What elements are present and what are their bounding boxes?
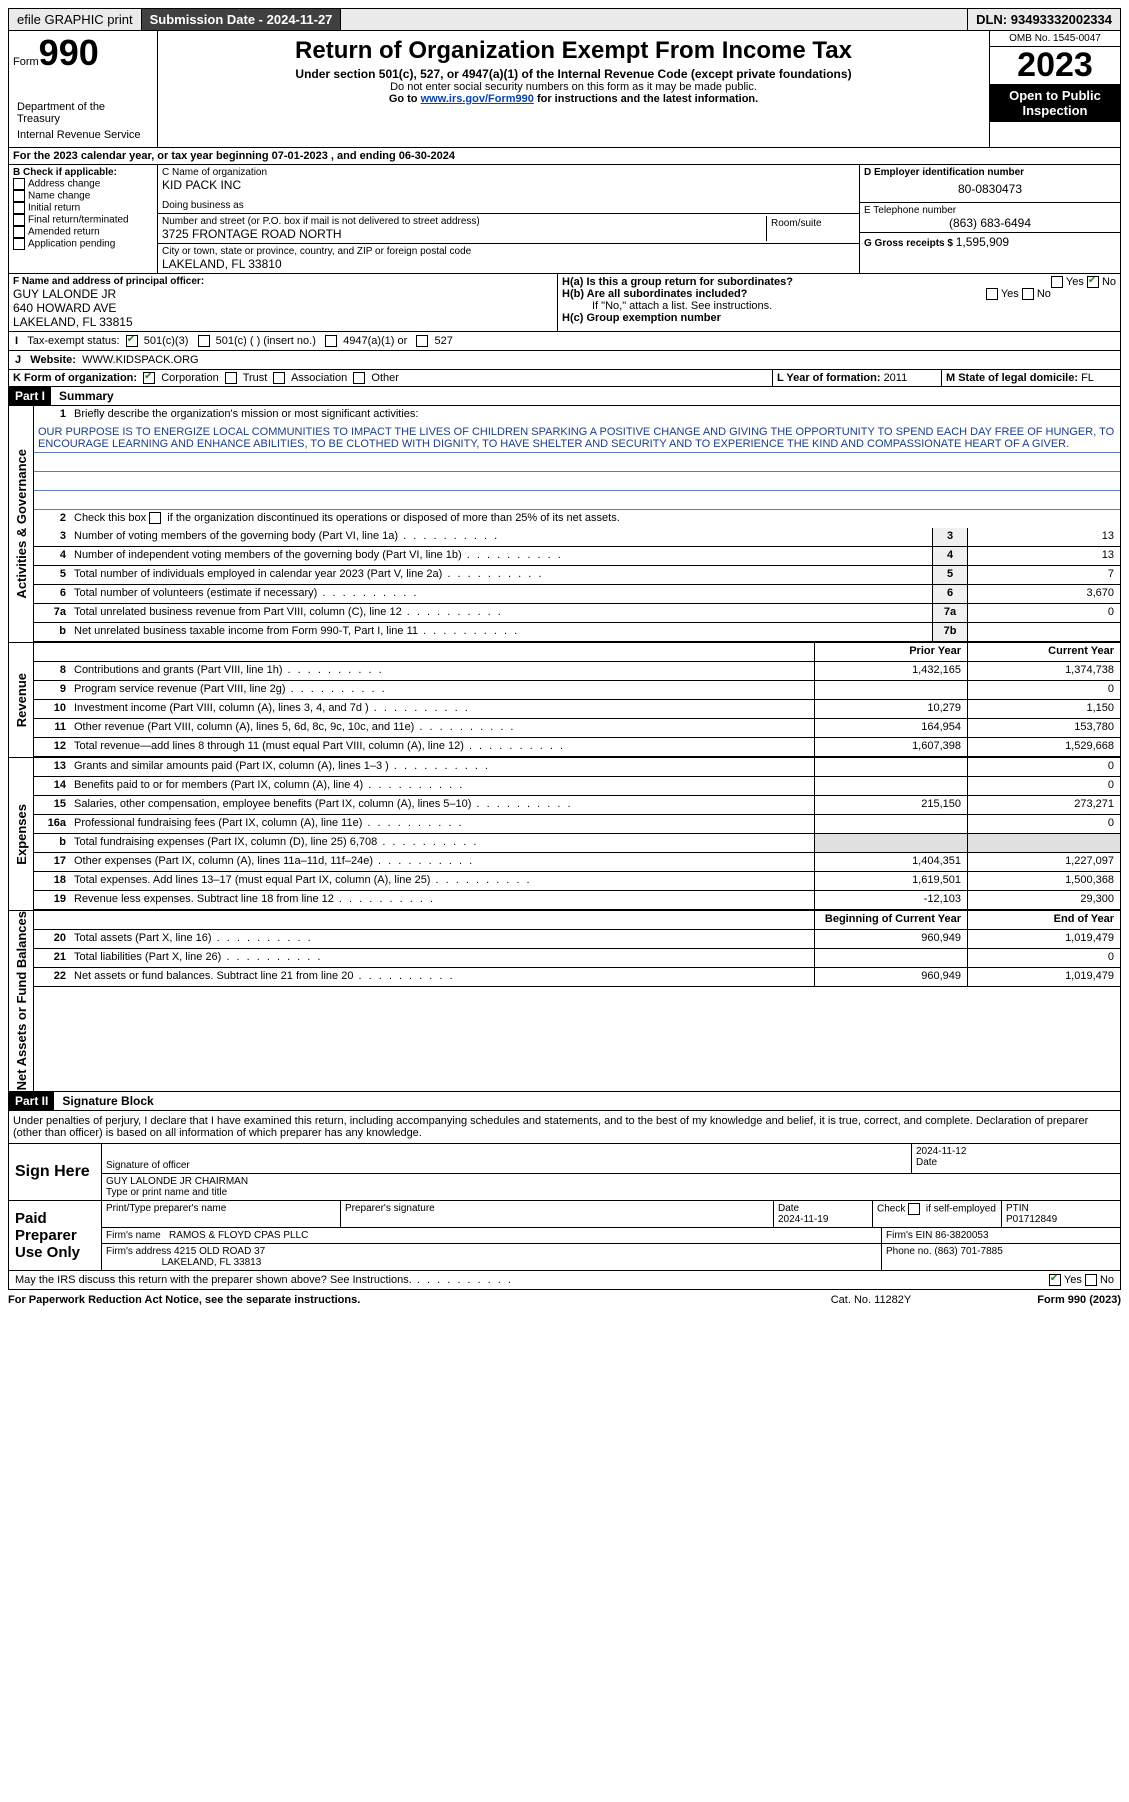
- dln: DLN: 93493332002334: [967, 9, 1120, 30]
- summary-row: 7aTotal unrelated business revenue from …: [34, 604, 1120, 623]
- line-a: For the 2023 calendar year, or tax year …: [8, 148, 1121, 165]
- box-d-e-g: D Employer identification number 80-0830…: [859, 165, 1120, 273]
- summary-row: 8Contributions and grants (Part VIII, li…: [34, 662, 1120, 681]
- signature-block: Sign Here Signature of officer 2024-11-1…: [8, 1144, 1121, 1271]
- open-to-public: Open to Public Inspection: [990, 84, 1120, 122]
- irs-link[interactable]: www.irs.gov/Form990: [421, 93, 534, 105]
- side-revenue: Revenue: [14, 673, 29, 727]
- dept-irs: Internal Revenue Service: [13, 127, 153, 143]
- line-k-l-m: K Form of organization: Corporation Trus…: [8, 370, 1121, 387]
- summary-row: 17Other expenses (Part IX, column (A), l…: [34, 853, 1120, 872]
- summary-row: 4Number of independent voting members of…: [34, 547, 1120, 566]
- summary-row: 14Benefits paid to or for members (Part …: [34, 777, 1120, 796]
- summary-row: bTotal fundraising expenses (Part IX, co…: [34, 834, 1120, 853]
- ein: 80-0830473: [864, 178, 1116, 200]
- part-2-header: Part II Signature Block: [8, 1092, 1121, 1111]
- line-i: I Tax-exempt status: 501(c)(3) 501(c) ( …: [8, 332, 1121, 351]
- revenue-section: Revenue Prior Year Current Year 8Contrib…: [8, 643, 1121, 758]
- submission-date: Submission Date - 2024-11-27: [142, 9, 342, 30]
- summary-row: 5Total number of individuals employed in…: [34, 566, 1120, 585]
- goto-line: Go to www.irs.gov/Form990 for instructio…: [162, 93, 985, 105]
- box-c: C Name of organization KID PACK INC Doin…: [158, 165, 859, 273]
- entity-info: B Check if applicable: Address change Na…: [8, 165, 1121, 274]
- summary-row: 11Other revenue (Part VIII, column (A), …: [34, 719, 1120, 738]
- box-f-h: F Name and address of principal officer:…: [8, 274, 1121, 332]
- summary-row: 18Total expenses. Add lines 13–17 (must …: [34, 872, 1120, 891]
- summary-row: 20Total assets (Part X, line 16)960,9491…: [34, 930, 1120, 949]
- omb-number: OMB No. 1545-0047: [990, 31, 1120, 47]
- summary-row: 19Revenue less expenses. Subtract line 1…: [34, 891, 1120, 910]
- org-city: LAKELAND, FL 33810: [162, 257, 855, 271]
- form-number-block: Form990 Department of the Treasury Inter…: [9, 31, 158, 147]
- summary-row: 3Number of voting members of the governi…: [34, 528, 1120, 547]
- dept-treasury: Department of the Treasury: [13, 99, 153, 127]
- tax-year: 2023: [990, 47, 1120, 84]
- website: WWW.KIDSPACK.ORG: [82, 354, 199, 366]
- form-footer: Form 990 (2023): [971, 1294, 1121, 1306]
- paid-preparer-label: Paid Preparer Use Only: [9, 1201, 102, 1270]
- summary-row: 12Total revenue—add lines 8 through 11 (…: [34, 738, 1120, 757]
- sign-here-label: Sign Here: [9, 1144, 102, 1200]
- header-right: OMB No. 1545-0047 2023 Open to Public In…: [989, 31, 1120, 147]
- summary-row: 13Grants and similar amounts paid (Part …: [34, 758, 1120, 777]
- summary-row: 22Net assets or fund balances. Subtract …: [34, 968, 1120, 987]
- summary-row: 21Total liabilities (Part X, line 26)0: [34, 949, 1120, 968]
- org-name: KID PACK INC: [162, 178, 855, 192]
- summary-row: 6Total number of volunteers (estimate if…: [34, 585, 1120, 604]
- efile-label: efile GRAPHIC print: [9, 9, 142, 30]
- side-expenses: Expenses: [14, 804, 29, 865]
- part-1-header: Part I Summary: [8, 387, 1121, 406]
- phone: (863) 683-6494: [864, 216, 1116, 230]
- expenses-section: Expenses 13Grants and similar amounts pa…: [8, 758, 1121, 911]
- summary-row: 10Investment income (Part VIII, column (…: [34, 700, 1120, 719]
- summary-row: 15Salaries, other compensation, employee…: [34, 796, 1120, 815]
- gross-receipts: 1,595,909: [956, 235, 1009, 249]
- net-assets-section: Net Assets or Fund Balances Beginning of…: [8, 911, 1121, 1091]
- mission-text: OUR PURPOSE IS TO ENERGIZE LOCAL COMMUNI…: [34, 424, 1120, 453]
- box-b: B Check if applicable: Address change Na…: [9, 165, 158, 273]
- form-title-block: Return of Organization Exempt From Incom…: [158, 31, 989, 147]
- governance-section: Activities & Governance 1Briefly describ…: [8, 406, 1121, 643]
- org-street: 3725 FRONTAGE ROAD NORTH: [162, 227, 766, 241]
- summary-row: 16aProfessional fundraising fees (Part I…: [34, 815, 1120, 834]
- form-title: Return of Organization Exempt From Incom…: [162, 37, 985, 65]
- discuss-row: May the IRS discuss this return with the…: [8, 1271, 1121, 1290]
- form-subtitle: Under section 501(c), 527, or 4947(a)(1)…: [162, 67, 985, 81]
- side-net: Net Assets or Fund Balances: [14, 911, 29, 1090]
- line-j: J Website: WWW.KIDSPACK.ORG: [8, 351, 1121, 370]
- summary-row: 9Program service revenue (Part VIII, lin…: [34, 681, 1120, 700]
- side-governance: Activities & Governance: [14, 449, 29, 599]
- summary-row: bNet unrelated business taxable income f…: [34, 623, 1120, 642]
- top-bar: efile GRAPHIC print Submission Date - 20…: [8, 8, 1121, 31]
- form-header: Form990 Department of the Treasury Inter…: [8, 31, 1121, 148]
- ssn-note: Do not enter social security numbers on …: [162, 81, 985, 93]
- perjury-text: Under penalties of perjury, I declare th…: [8, 1111, 1121, 1144]
- footer: For Paperwork Reduction Act Notice, see …: [8, 1290, 1121, 1306]
